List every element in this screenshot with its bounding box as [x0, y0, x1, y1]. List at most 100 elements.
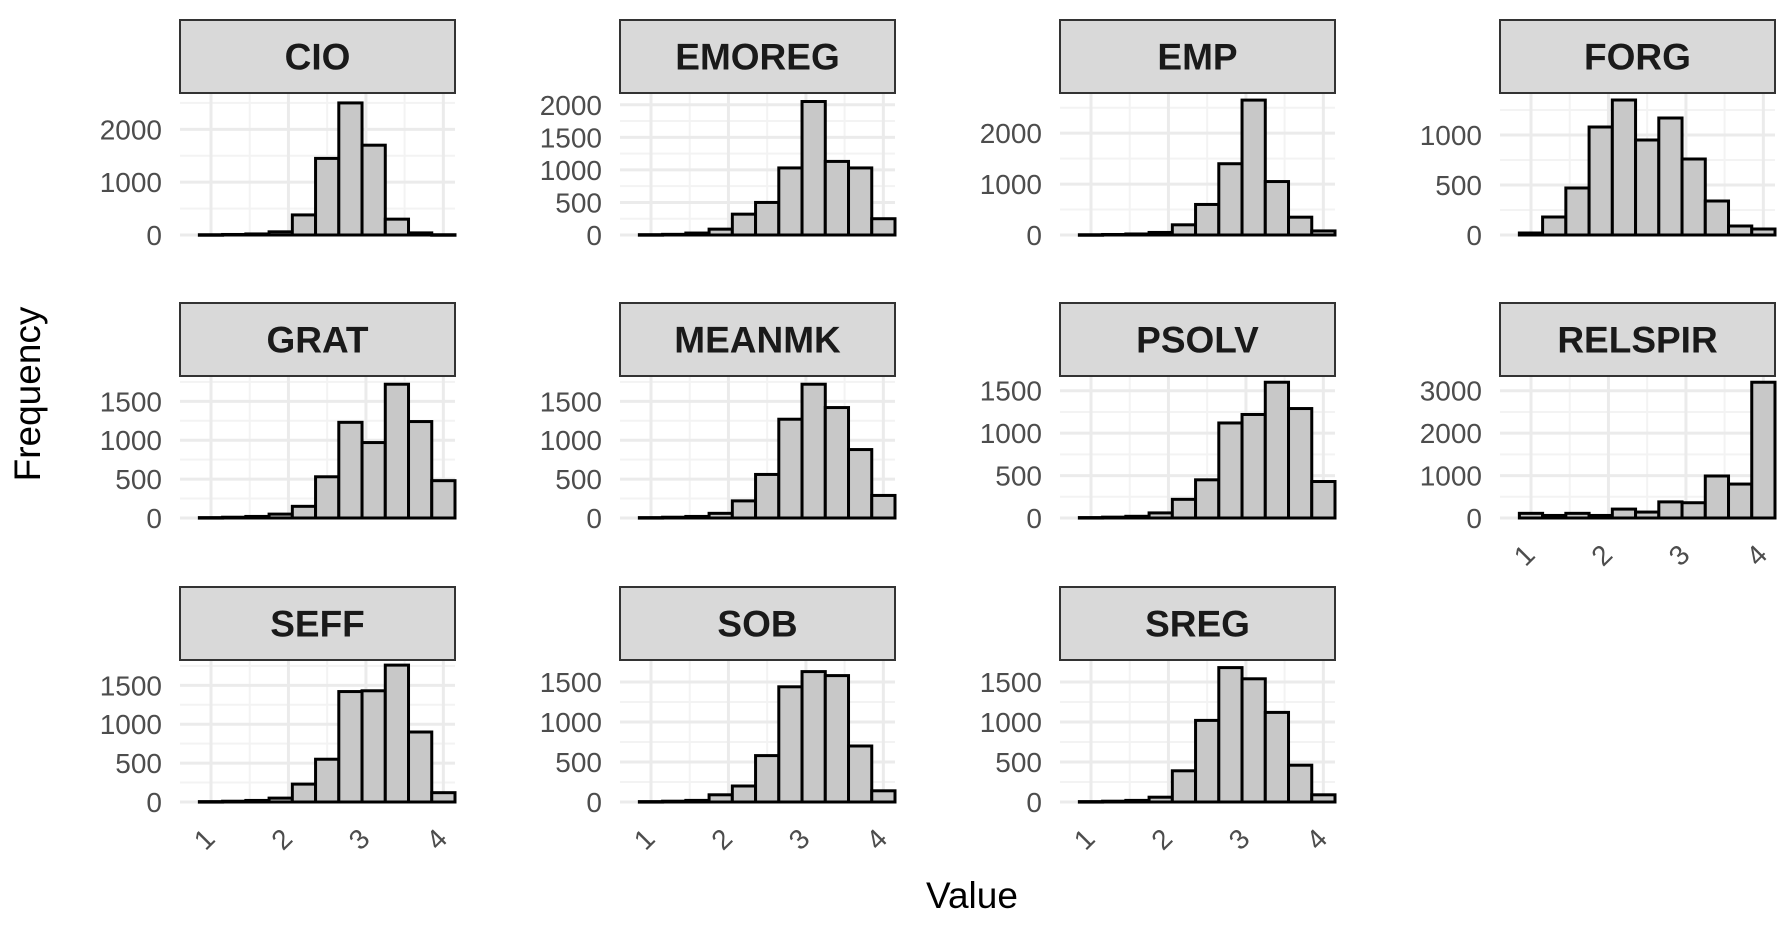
histogram-bar [1287, 215, 1314, 237]
facet-title: FORG [1584, 37, 1691, 78]
histogram-bar [661, 799, 688, 804]
y-tick-label: 500 [995, 747, 1042, 778]
x-tick-label: 4 [1740, 539, 1773, 572]
histogram-bar [707, 511, 734, 520]
facet-cio: 0 1000 2000 CIO [100, 19, 457, 251]
histogram-bar [221, 232, 248, 237]
y-tick-label: 500 [995, 461, 1042, 492]
histogram-bar [1194, 478, 1221, 520]
histogram-bar [777, 417, 804, 520]
facet-strip [1499, 19, 1776, 94]
x-tick-label: 3 [1663, 539, 1696, 572]
facet-strip [619, 19, 896, 94]
histogram-bar [1217, 162, 1244, 237]
histogram-bar [1657, 500, 1684, 520]
y-tick-label: 3000 [1420, 376, 1482, 407]
y-tick-label: 1000 [100, 709, 162, 740]
y-tick-label: 2000 [1420, 418, 1482, 449]
y-tick-label: 1500 [540, 667, 602, 698]
histogram-bar [337, 420, 364, 520]
histogram-bar [197, 516, 225, 520]
histogram-bar [730, 784, 758, 804]
histogram-bar [1564, 186, 1591, 237]
y-tick-label: 1500 [980, 376, 1042, 407]
histogram-bar [1727, 224, 1754, 237]
y-tick-label: 0 [586, 787, 602, 818]
facet-grat: 0 500 1000 1500 GRAT [100, 302, 457, 534]
y-tick-label: 1000 [540, 707, 602, 738]
facet-title: SREG [1145, 604, 1250, 645]
histogram-bar [1170, 223, 1198, 237]
facet-title: SEFF [270, 604, 365, 645]
histogram-bar [870, 217, 897, 237]
histogram-bar [1727, 482, 1754, 520]
histogram-bar [1680, 501, 1707, 520]
histogram-bar [244, 798, 271, 804]
histogram-bar [1263, 710, 1291, 804]
histogram-bar [290, 782, 318, 804]
histogram-bar [1703, 474, 1731, 520]
facet-strip [1059, 302, 1336, 377]
histogram-bar [847, 448, 874, 520]
histogram-bar [221, 799, 248, 804]
facet-title: EMP [1157, 37, 1237, 78]
y-tick-label: 1000 [1420, 120, 1482, 151]
x-tick-label: 3 [783, 823, 816, 856]
histogram-bar [1217, 421, 1244, 520]
histogram-bar [661, 232, 688, 237]
y-tick-label: 1000 [540, 425, 602, 456]
histogram-bar [1147, 795, 1174, 804]
histogram-bar [360, 441, 387, 520]
x-tick-label: 1 [1508, 539, 1541, 572]
histogram-bar [847, 166, 874, 237]
x-tick-label: 4 [420, 823, 453, 856]
x-tick-label: 3 [343, 823, 376, 856]
facet-strip [179, 302, 456, 377]
histogram-bar [661, 515, 688, 520]
histogram-bar [407, 420, 434, 520]
histogram-bar [430, 791, 457, 804]
histogram-bar [1077, 233, 1105, 237]
y-tick-label: 1000 [100, 167, 162, 198]
x-tick-label: 2 [265, 823, 298, 856]
histogram-bar [1240, 677, 1267, 804]
y-tick-label: 0 [1026, 787, 1042, 818]
histogram-bar [1263, 380, 1291, 520]
histogram-bar [684, 798, 711, 804]
y-tick-label: 0 [586, 503, 602, 534]
histogram-bar [407, 730, 434, 804]
histogram-bar [1263, 180, 1291, 237]
facet-strip [1499, 302, 1776, 377]
histogram-bar [870, 493, 897, 520]
histogram-bar [707, 793, 734, 804]
y-tick-label: 1500 [980, 667, 1042, 698]
histogram-bar [1287, 763, 1314, 804]
histogram-bar [1610, 507, 1638, 520]
x-tick-label: 3 [1223, 823, 1256, 856]
histogram-bar [267, 230, 294, 237]
histogram-bar [314, 475, 341, 520]
facet-title: CIO [285, 37, 351, 78]
histogram-bar [383, 382, 411, 520]
y-tick-label: 500 [115, 748, 162, 779]
x-tick-label: 2 [1585, 539, 1618, 572]
y-tick-label: 1000 [100, 425, 162, 456]
x-tick-label: 4 [860, 823, 893, 856]
histogram-bar [684, 231, 711, 237]
facet-strip [1059, 586, 1336, 661]
y-tick-label: 0 [1026, 220, 1042, 251]
y-tick-label: 0 [146, 787, 162, 818]
histogram-bar [1310, 229, 1337, 237]
histogram-bar [360, 143, 387, 237]
histogram-bar [1077, 800, 1105, 804]
histogram-bar [1587, 513, 1614, 520]
histogram-bar [637, 233, 665, 237]
histogram-bar [337, 690, 364, 804]
y-tick-label: 2000 [100, 114, 162, 145]
histogram-bar [197, 233, 225, 237]
facet-title: GRAT [266, 320, 368, 361]
facet-relspir: 0 1000 2000 3000 RELSPIR 1 2 3 4 [1420, 302, 1777, 572]
x-tick-label: 4 [1300, 823, 1333, 856]
facet-emp: 0 1000 2000 EMP [980, 19, 1337, 251]
histogram-bar [1194, 202, 1221, 237]
